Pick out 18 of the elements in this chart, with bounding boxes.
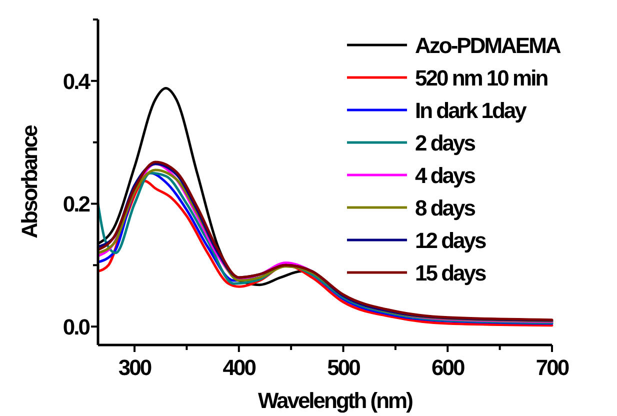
legend-label: Azo-PDMAEMA xyxy=(415,33,562,58)
x-axis-title: Wavelength (nm) xyxy=(258,388,414,413)
y-tick-label: 0.0 xyxy=(62,314,90,340)
legend-label: In dark 1day xyxy=(415,98,528,123)
y-axis-title: Absorbance xyxy=(17,124,42,238)
legend-label: 15 days xyxy=(415,260,486,286)
x-tick-label: 300 xyxy=(118,355,152,380)
y-tick-label: 0.2 xyxy=(62,192,90,217)
legend-label: 2 days xyxy=(415,130,476,156)
legend-label: 4 days xyxy=(415,163,476,188)
x-tick-label: 500 xyxy=(327,355,361,380)
legend-label: 12 days xyxy=(415,228,486,253)
legend-label: 520 nm 10 min xyxy=(415,66,548,90)
x-tick-label: 700 xyxy=(536,355,570,380)
legend-label: 8 days xyxy=(415,196,476,220)
x-tick-label: 600 xyxy=(432,355,465,380)
y-tick-label: 0.4 xyxy=(62,68,92,94)
x-tick-label: 400 xyxy=(222,355,256,380)
